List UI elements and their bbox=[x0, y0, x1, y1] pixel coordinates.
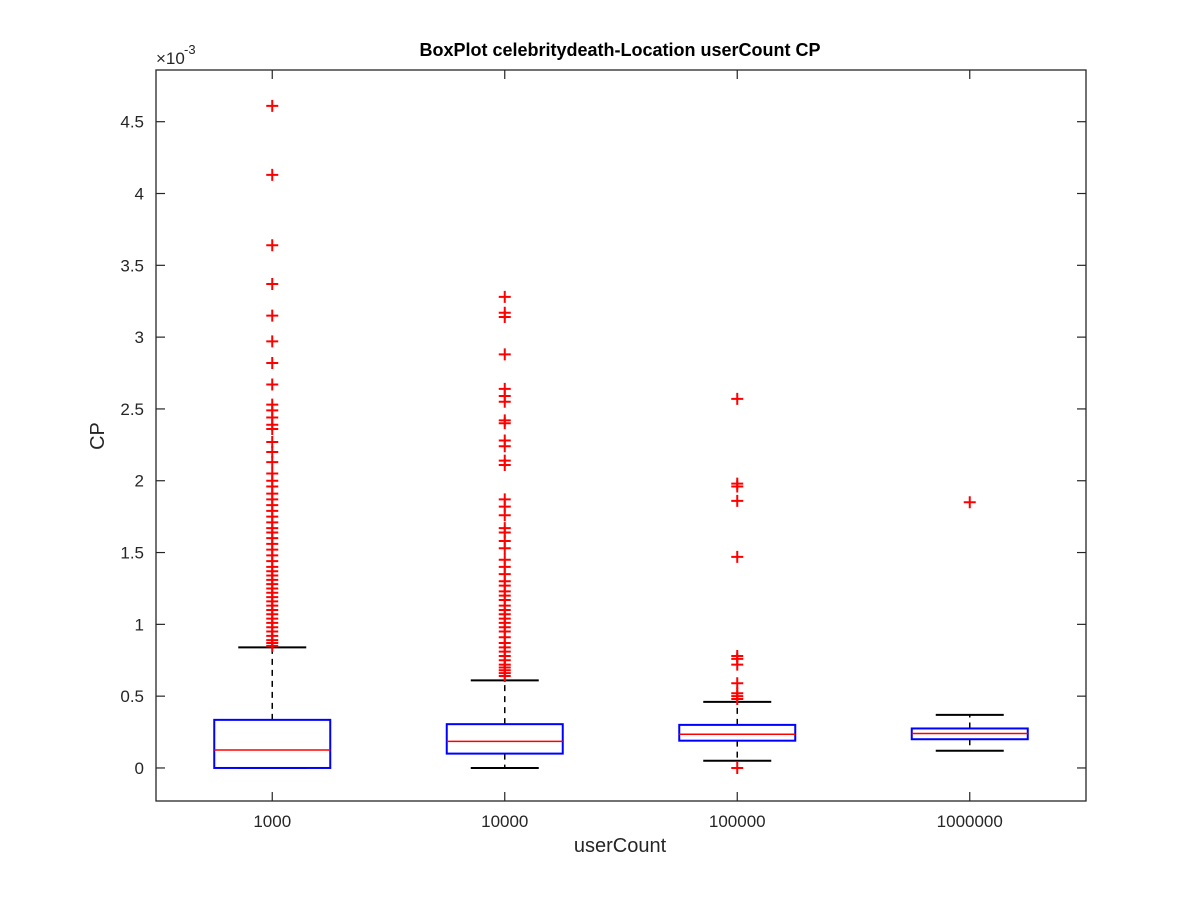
y-tick-label: 3.5 bbox=[120, 256, 144, 275]
y-tick-label: 4 bbox=[135, 185, 144, 204]
y-tick-label: 2 bbox=[135, 472, 144, 491]
outlier-marker bbox=[266, 335, 279, 348]
x-tick-label: 10000 bbox=[481, 812, 528, 831]
outlier-marker bbox=[731, 693, 744, 706]
chart-title: BoxPlot celebritydeath-Location userCoun… bbox=[419, 40, 820, 60]
outlier-marker bbox=[498, 348, 511, 361]
box-iqr bbox=[213, 718, 332, 769]
outlier-marker bbox=[266, 456, 279, 469]
y-axis-exponent: ×10 -3 bbox=[156, 42, 196, 68]
x-axis-label: userCount bbox=[574, 835, 667, 857]
y-tick-label: 0 bbox=[135, 759, 144, 778]
y-tick-label: 0.5 bbox=[120, 687, 144, 706]
outlier-marker bbox=[498, 509, 511, 522]
outlier-marker bbox=[963, 496, 976, 509]
outlier-marker bbox=[498, 440, 511, 453]
outlier-marker bbox=[731, 550, 744, 563]
x-tick-label: 1000 bbox=[253, 812, 291, 831]
y-tick-label: 4.5 bbox=[120, 113, 144, 132]
outlier-marker bbox=[731, 658, 744, 671]
outlier-marker bbox=[731, 494, 744, 507]
outlier-marker bbox=[266, 239, 279, 252]
outlier-marker bbox=[266, 309, 279, 322]
outlier-marker bbox=[266, 356, 279, 369]
outlier-marker bbox=[498, 311, 511, 324]
box-iqr bbox=[678, 723, 797, 742]
outlier-marker bbox=[498, 395, 511, 408]
x-tick-label: 100000 bbox=[709, 812, 766, 831]
plot-frame bbox=[155, 69, 1087, 802]
y-tick-label: 1.5 bbox=[120, 544, 144, 563]
outlier-marker bbox=[266, 168, 279, 181]
outlier-marker bbox=[266, 99, 279, 112]
outlier-marker bbox=[498, 670, 511, 683]
outlier-marker bbox=[498, 290, 511, 303]
outlier-marker bbox=[731, 392, 744, 405]
box-iqr bbox=[445, 723, 564, 755]
outlier-marker bbox=[266, 423, 279, 436]
y-axis-label: CP bbox=[87, 422, 109, 450]
y-tick-label: 1 bbox=[135, 615, 144, 634]
x-tick-label: 1000000 bbox=[937, 812, 1003, 831]
y-exponent-base: ×10 bbox=[156, 49, 185, 68]
outlier-marker bbox=[266, 378, 279, 391]
y-exponent-power: -3 bbox=[184, 42, 196, 57]
y-tick-label: 2.5 bbox=[120, 400, 144, 419]
outlier-marker bbox=[266, 435, 279, 448]
outlier-marker bbox=[266, 446, 279, 459]
outlier-marker bbox=[498, 417, 511, 430]
outlier-marker bbox=[731, 480, 744, 493]
plot-area: 0 0.5 1 1.5 2 2.5 3 3.5 4 4.5 1000 10000 100000 10000… bbox=[120, 70, 1086, 831]
outlier-marker bbox=[266, 277, 279, 290]
outlier-marker bbox=[266, 639, 279, 652]
y-tick-label: 3 bbox=[135, 328, 144, 347]
outlier-marker bbox=[498, 458, 511, 471]
outlier-marker bbox=[731, 677, 744, 690]
outlier-marker bbox=[498, 542, 511, 555]
outlier-marker bbox=[731, 761, 744, 774]
